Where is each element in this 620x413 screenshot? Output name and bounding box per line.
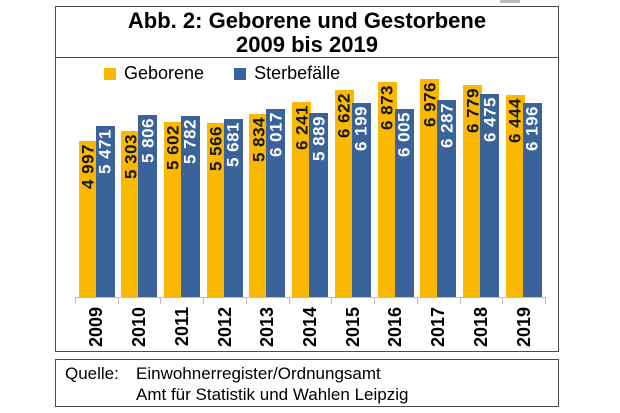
bar-sterbefälle-2011: 5 782	[180, 116, 200, 297]
x-axis-label-2009: 2009	[86, 307, 107, 348]
x-axis-tick	[245, 297, 247, 304]
x-axis-label-2013: 2013	[257, 307, 278, 348]
chart-legend: Geborene Sterbefälle	[104, 63, 340, 84]
cropped-screen-artifact	[500, 0, 520, 3]
x-axis-label-2019: 2019	[513, 307, 534, 348]
bar-geborene-2009: 4 997	[78, 141, 98, 297]
bar-geborene-2014: 6 241	[292, 102, 312, 297]
bar-value-label: 6 017	[266, 112, 286, 158]
legend-item-geborene: Geborene	[104, 63, 204, 84]
x-axis-line	[75, 297, 545, 298]
chart-title-line2: 2009 bis 2019	[236, 32, 378, 57]
bar-value-label: 6 196	[522, 106, 542, 152]
x-axis-tick	[117, 297, 119, 304]
x-axis-tick	[75, 297, 76, 304]
x-axis-tick	[416, 297, 418, 304]
chart-title-line1: Abb. 2: Geborene und Gestorbene	[127, 8, 487, 33]
x-axis-label-2016: 2016	[385, 307, 406, 348]
source-label: Quelle:	[65, 364, 119, 383]
bar-value-label: 5 681	[223, 122, 243, 168]
legend-item-sterbefaelle: Sterbefälle	[234, 63, 340, 84]
legend-label-sterbefaelle: Sterbefälle	[254, 63, 341, 83]
source-line2: Amt für Statistik und Wahlen Leipzig	[136, 385, 409, 404]
bar-sterbefälle-2017: 6 287	[437, 100, 457, 297]
bar-value-label: 6 475	[480, 97, 500, 143]
bar-plot: 4 997 5 303 5 602 5 566 5 834 6 241 6 622 6 873…	[75, 58, 545, 297]
x-axis-tick	[502, 297, 504, 304]
bar-geborene-2011: 5 602	[163, 122, 183, 297]
x-axis-label-2018: 2018	[470, 307, 491, 348]
bar-value-label: 5 889	[309, 116, 329, 162]
bar-sterbefälle-2013: 6 017	[266, 109, 286, 297]
x-axis-tick	[545, 297, 546, 304]
bar-geborene-2016: 6 873	[377, 82, 397, 297]
source-text: Einwohnerregister/Ordnungsamt Amt für St…	[136, 363, 408, 405]
bar-value-label: 6 005	[394, 112, 414, 158]
bar-value-label: 5 806	[138, 118, 158, 164]
x-axis-tick	[331, 297, 333, 304]
x-axis-label-2014: 2014	[300, 307, 320, 348]
bar-geborene-2018: 6 779	[463, 85, 483, 297]
bar-geborene-2012: 5 566	[206, 123, 226, 297]
x-axis-label-2015: 2015	[342, 307, 363, 348]
geborene-swatch-icon	[104, 67, 116, 80]
bar-sterbefälle-2010: 5 806	[138, 115, 158, 297]
x-axis-label-2017: 2017	[428, 307, 449, 348]
x-axis-label-2011: 2011	[171, 307, 192, 347]
source-box: Quelle: Einwohnerregister/Ordnungsamt Am…	[55, 359, 559, 407]
legend-label-geborene: Geborene	[124, 63, 205, 83]
x-axis-label-2012: 2012	[214, 307, 235, 348]
bar-sterbefälle-2015: 6 199	[351, 103, 371, 297]
bar-geborene-2019: 6 444	[505, 95, 525, 297]
x-axis-tick	[374, 297, 376, 304]
bar-sterbefälle-2016: 6 005	[394, 109, 414, 297]
bar-sterbefälle-2012: 5 681	[223, 119, 243, 297]
chart-title-box: Abb. 2: Geborene und Gestorbene 2009 bis…	[55, 6, 559, 58]
chart-area: Geborene Sterbefälle 4 997 5 303 5 602 5 56…	[55, 57, 559, 352]
bar-sterbefälle-2009: 5 471	[95, 126, 115, 297]
x-axis-tick	[459, 297, 461, 304]
bar-geborene-2017: 6 976	[420, 79, 440, 297]
x-axis-label-2010: 2010	[129, 307, 150, 348]
bar-geborene-2015: 6 622	[334, 90, 354, 297]
bar-value-label: 6 287	[437, 103, 457, 149]
bar-value-label: 5 782	[180, 119, 200, 165]
x-axis-tick	[288, 297, 290, 304]
bar-value-label: 6 199	[351, 106, 371, 152]
bar-geborene-2013: 5 834	[249, 114, 269, 297]
sterbefaelle-swatch-icon	[234, 67, 247, 80]
bar-sterbefälle-2018: 6 475	[480, 94, 500, 297]
source-line1: Einwohnerregister/Ordnungsamt	[136, 364, 381, 383]
x-axis-tick	[203, 297, 205, 304]
bar-sterbefälle-2014: 5 889	[309, 113, 329, 297]
bar-geborene-2010: 5 303	[121, 131, 141, 297]
x-axis-tick	[160, 297, 162, 304]
bar-sterbefälle-2019: 6 196	[522, 103, 542, 297]
bar-value-label: 5 471	[95, 129, 115, 175]
